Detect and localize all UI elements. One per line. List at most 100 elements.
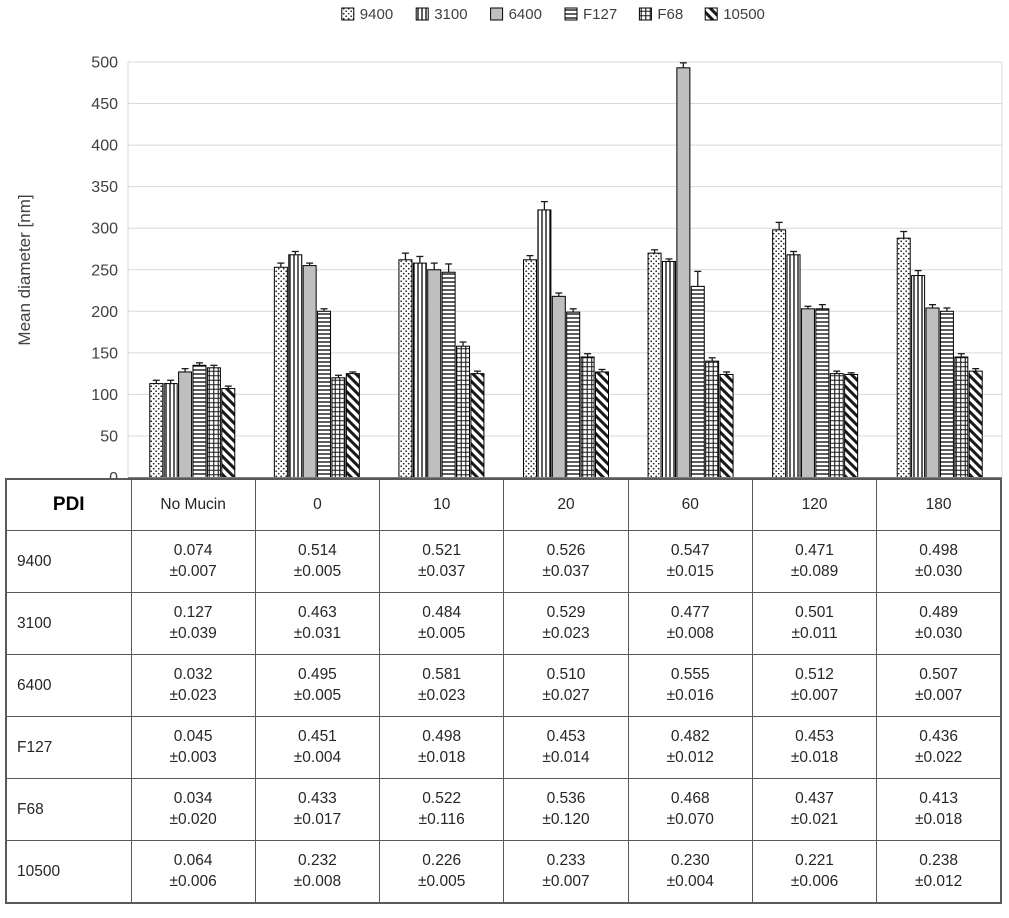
- pdi-error: ±0.023: [542, 624, 590, 642]
- legend-swatch-diagonal-icon: [704, 7, 718, 21]
- legend-item-F68: F68: [638, 6, 683, 23]
- bar-9400: [523, 259, 537, 478]
- pdi-error: ±0.017: [293, 810, 342, 828]
- pdi-error: ±0.006: [169, 872, 217, 890]
- pdi-cell: 0.510 ±0.027: [503, 654, 629, 717]
- pdi-error: ±0.016: [666, 686, 714, 704]
- legend-swatch-dots-icon: [341, 7, 355, 21]
- table-row-F127: F127 0.045 ±0.003 0.451 ±0.004 0.498 ±0.018 0.4…: [5, 716, 1002, 779]
- pdi-error: ±0.018: [418, 748, 466, 766]
- bar-6400: [178, 371, 193, 478]
- bar-6400: [302, 265, 317, 478]
- legend-label: 6400: [509, 6, 542, 23]
- pdi-value: 0.032: [173, 665, 213, 683]
- pdi-error: ±0.005: [418, 872, 466, 890]
- pdi-cell: 0.468 ±0.070: [627, 778, 753, 841]
- pdi-value: 0.501: [795, 603, 834, 621]
- pdi-value: 0.045: [173, 727, 213, 745]
- pdi-cell: 0.581 ±0.023: [379, 654, 505, 717]
- pdi-cell: 0.498 ±0.030: [876, 530, 1002, 593]
- table-row-F68: F68 0.034 ±0.020 0.433 ±0.017 0.522 ±0.116 0.53…: [5, 778, 1002, 841]
- pdi-error: ±0.011: [791, 624, 838, 642]
- bar-F127: [566, 311, 581, 478]
- bar-3100: [786, 254, 801, 478]
- pdi-value: 0.463: [298, 603, 337, 621]
- column-header: 0: [254, 478, 381, 531]
- row-label: 9400: [5, 530, 132, 593]
- row-label: 3100: [5, 592, 132, 655]
- pdi-error: ±0.037: [542, 562, 590, 580]
- pdi-error: ±0.008: [293, 872, 342, 890]
- legend-label: 3100: [434, 6, 467, 23]
- bar-9400: [896, 237, 911, 478]
- bar-3100: [911, 275, 926, 478]
- pdi-error: ±0.003: [169, 748, 217, 766]
- pdi-error: ±0.018: [790, 748, 839, 766]
- bar-9400: [398, 259, 413, 478]
- legend-label: 9400: [360, 6, 393, 23]
- pdi-error: ±0.015: [666, 562, 714, 580]
- legend-item-3100: 3100: [415, 6, 468, 23]
- pdi-error: ±0.012: [666, 748, 714, 766]
- pdi-value: 0.507: [919, 665, 958, 683]
- pdi-value: 0.064: [173, 851, 213, 869]
- pdi-cell: 0.484 ±0.005: [379, 592, 505, 655]
- pdi-cell: 0.233 ±0.007: [503, 840, 629, 904]
- pdi-cell: 0.498 ±0.018: [379, 716, 505, 779]
- pdi-cell: 0.232 ±0.008: [254, 840, 381, 904]
- bar-F127: [690, 285, 705, 478]
- bar-F127: [441, 271, 456, 478]
- pdi-cell: 0.489 ±0.030: [876, 592, 1002, 655]
- row-label: 10500: [5, 840, 132, 904]
- pdi-cell: 0.437 ±0.021: [751, 778, 878, 841]
- row-label: 6400: [5, 654, 132, 717]
- bar-F68: [456, 345, 471, 478]
- bar-10500: [595, 371, 609, 478]
- bar-F127: [192, 364, 207, 478]
- column-header: 60: [627, 478, 753, 531]
- pdi-error: ±0.039: [169, 624, 217, 642]
- y-axis-tick-labels: 0 50 100 150 200 250 300 350 400 450 500: [91, 55, 118, 479]
- pdi-value: 0.521: [422, 541, 462, 559]
- pdi-value: 0.232: [298, 851, 337, 869]
- pdi-value: 0.526: [546, 541, 586, 559]
- pdi-cell: 0.471 ±0.089: [751, 530, 878, 593]
- pdi-cell: 0.526 ±0.037: [503, 530, 629, 593]
- pdi-error: ±0.023: [418, 686, 466, 704]
- pdi-cell: 0.453 ±0.018: [751, 716, 878, 779]
- pdi-value: 0.536: [546, 789, 586, 807]
- pdi-value: 0.477: [670, 603, 710, 621]
- bar-9400: [149, 383, 164, 478]
- pdi-cell: 0.521 ±0.037: [379, 530, 505, 593]
- bar-3100: [537, 209, 552, 478]
- bar-6400: [551, 295, 566, 478]
- pdi-error: ±0.037: [418, 562, 466, 580]
- pdi-cell: 0.034 ±0.020: [130, 778, 256, 841]
- pdi-cell: 0.436 ±0.022: [876, 716, 1002, 779]
- pdi-value: 0.230: [670, 851, 710, 869]
- column-header: 180: [876, 478, 1002, 531]
- bar-F68: [954, 356, 969, 478]
- pdi-cell: 0.536 ±0.120: [503, 778, 629, 841]
- pdi-error: ±0.004: [293, 748, 342, 766]
- pdi-value: 0.495: [298, 665, 337, 683]
- y-axis-tick-label: 500: [91, 55, 118, 72]
- column-header: 10: [379, 478, 505, 531]
- chart-gridlines: [128, 61, 1002, 437]
- bar-10500: [221, 388, 236, 478]
- pdi-cell: 0.451 ±0.004: [254, 716, 381, 779]
- pdi-error: ±0.005: [293, 686, 342, 704]
- pdi-error: ±0.030: [914, 562, 963, 580]
- pdi-value: 0.547: [670, 541, 710, 559]
- pdi-value: 0.127: [173, 603, 213, 621]
- pdi-value: 0.484: [422, 603, 462, 621]
- bar-F68: [206, 367, 221, 478]
- pdi-cell: 0.453 ±0.014: [503, 716, 629, 779]
- legend-item-10500: 10500: [704, 6, 765, 23]
- pdi-value: 0.451: [298, 727, 337, 745]
- pdi-cell: 0.555 ±0.016: [627, 654, 753, 717]
- bar-3100: [412, 262, 427, 478]
- row-label: F68: [5, 778, 132, 841]
- pdi-error: ±0.005: [293, 562, 342, 580]
